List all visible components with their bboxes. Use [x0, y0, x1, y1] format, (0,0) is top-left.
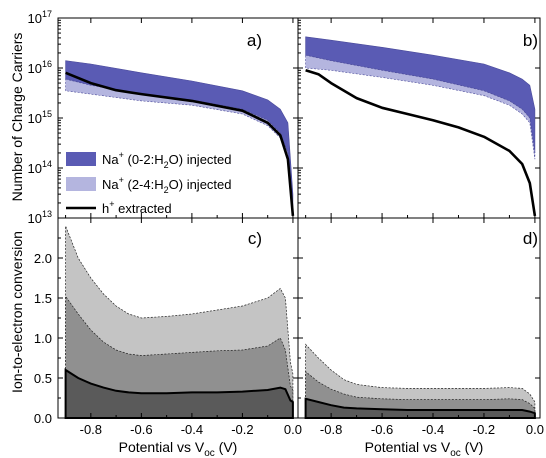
x-tick-label: -0.2	[473, 422, 495, 437]
legend-label-na24: Na+ (2-4:H2O) injected	[102, 175, 232, 195]
series-line-h-extracted	[305, 69, 537, 217]
x-tick-label: -0.8	[320, 422, 342, 437]
conversion-area-mid	[305, 370, 536, 419]
y-tick-label: 0.5	[34, 371, 52, 386]
panel-label-b: b)	[523, 31, 538, 50]
legend-label-na02: Na+ (0-2:H2O) injected	[102, 150, 232, 170]
x-tick-label: -0.4	[181, 422, 203, 437]
x-tick-label: -0.8	[80, 422, 102, 437]
panel-b	[297, 17, 541, 219]
legend: Na+ (0-2:H2O) injected Na+ (2-4:H2O) inj…	[66, 150, 232, 216]
conversion-area-mid	[65, 295, 294, 419]
panel-label-a: a)	[247, 31, 262, 50]
y-axis-label-top: Number of Charge Carriers	[9, 33, 25, 202]
panel-d: -0.8 -0.6 -0.4 -0.2 0.0	[297, 217, 544, 437]
y-tick-label: 1017	[28, 9, 52, 26]
series-band-na02	[305, 36, 536, 153]
conversion-area-dark	[64, 368, 294, 419]
y-tick-label: 1013	[28, 209, 52, 226]
series-line-h-extracted	[65, 71, 295, 217]
y-tick-label: 1014	[28, 159, 52, 176]
x-tick-label: -0.4	[422, 422, 444, 437]
conversion-area-dark	[304, 397, 536, 419]
series-band-na24	[65, 78, 294, 215]
y-tick-label: 2.0	[34, 251, 52, 266]
y-axis-label-bottom: Ion-to-electron conversion	[9, 231, 25, 393]
x-tick-label: 0.0	[526, 422, 544, 437]
x-axis-label-right: Potential vs Voc (V)	[365, 439, 484, 458]
y-tick-label: 0.0	[34, 411, 52, 426]
series-band-na24	[305, 54, 536, 160]
legend-swatch-na24	[66, 177, 96, 191]
y-tick-label: 1015	[28, 109, 52, 126]
legend-label-h: h+ extracted	[102, 199, 172, 216]
x-axis-label-left: Potential vs Voc (V)	[119, 439, 238, 458]
panel-label-d: d)	[523, 229, 538, 248]
x-tick-label: 0.0	[284, 422, 302, 437]
panel-a: 1013 1014 1015 1016 1017	[28, 9, 299, 226]
x-tick-label: -0.2	[231, 422, 253, 437]
y-tick-label: 1.5	[34, 291, 52, 306]
panel-c: -0.8 -0.6 -0.4 -0.2 0.0 0.0 0.5 1.0 1.5 2.0	[34, 217, 302, 437]
panel-label-c: c)	[248, 229, 262, 248]
y-tick-label: 1.0	[34, 331, 52, 346]
y-tick-label: 1016	[28, 59, 52, 76]
x-tick-label: -0.6	[371, 422, 393, 437]
legend-swatch-na02	[66, 152, 96, 166]
x-tick-label: -0.6	[130, 422, 152, 437]
